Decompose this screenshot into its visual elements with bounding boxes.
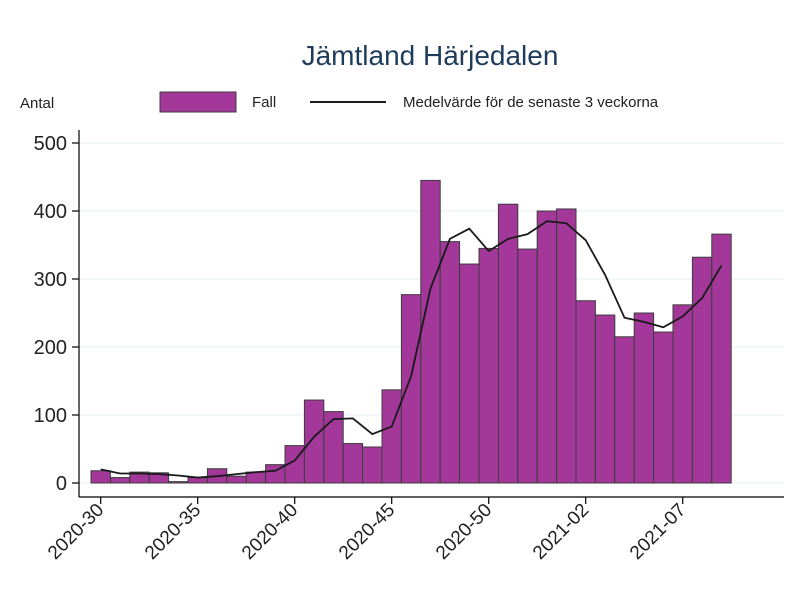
bar <box>90 470 111 484</box>
bar <box>691 256 713 484</box>
x-tick-label: 2020-30 <box>44 500 108 564</box>
average-line <box>100 220 723 479</box>
bar <box>245 471 267 484</box>
x-tick-label: 2020-45 <box>335 500 399 564</box>
legend-swatch-bars <box>159 91 237 113</box>
bar <box>362 446 383 484</box>
bar <box>303 399 325 484</box>
y-tick-labels: 0 100 200 300 400 500 <box>34 133 67 495</box>
legend-label-line: Medelvärde för de senaste 3 veckorna <box>403 94 659 111</box>
bar <box>226 475 247 484</box>
y-axis-label: Antal <box>20 95 54 112</box>
bar <box>517 248 538 484</box>
bar <box>575 300 596 484</box>
bar <box>168 481 189 484</box>
chart-title: Jämtland Härjedalen <box>302 40 559 71</box>
y-tick-label: 300 <box>34 269 67 291</box>
bar <box>536 210 558 484</box>
bar-series <box>90 179 732 484</box>
bar <box>342 443 364 484</box>
y-tick-label: 200 <box>34 337 67 359</box>
bar <box>109 477 131 484</box>
y-tick-label: 500 <box>34 133 67 155</box>
y-tick-label: 100 <box>34 405 67 427</box>
bar <box>672 304 693 484</box>
axes <box>72 130 784 504</box>
x-tick-labels: 2020-30 2020-35 2020-40 2020-45 2020-50 2021-… <box>44 500 690 564</box>
bar <box>711 233 732 484</box>
bar <box>614 336 635 484</box>
legend: Fall Medelvärde för de senaste 3 veckorn… <box>159 91 659 113</box>
x-tick-label: 2020-50 <box>432 500 496 564</box>
y-tick-label: 0 <box>56 473 67 495</box>
bar <box>633 312 655 484</box>
bar <box>439 241 461 484</box>
legend-label-bars: Fall <box>252 94 276 111</box>
x-tick-label: 2021-07 <box>626 500 690 564</box>
x-tick-label: 2020-40 <box>238 500 302 564</box>
bar <box>420 179 441 484</box>
x-tick-label: 2021-02 <box>529 500 593 564</box>
bar <box>459 263 480 484</box>
bar <box>323 411 344 484</box>
x-tick-label: 2020-35 <box>141 500 205 564</box>
y-tick-label: 400 <box>34 201 67 223</box>
line-series-layer <box>100 220 723 479</box>
bar <box>400 294 422 484</box>
bar <box>381 389 402 484</box>
bar <box>148 472 170 484</box>
bar <box>478 247 499 484</box>
bar <box>653 331 674 484</box>
bar <box>556 208 577 484</box>
bar <box>594 314 616 484</box>
bar <box>497 203 519 484</box>
